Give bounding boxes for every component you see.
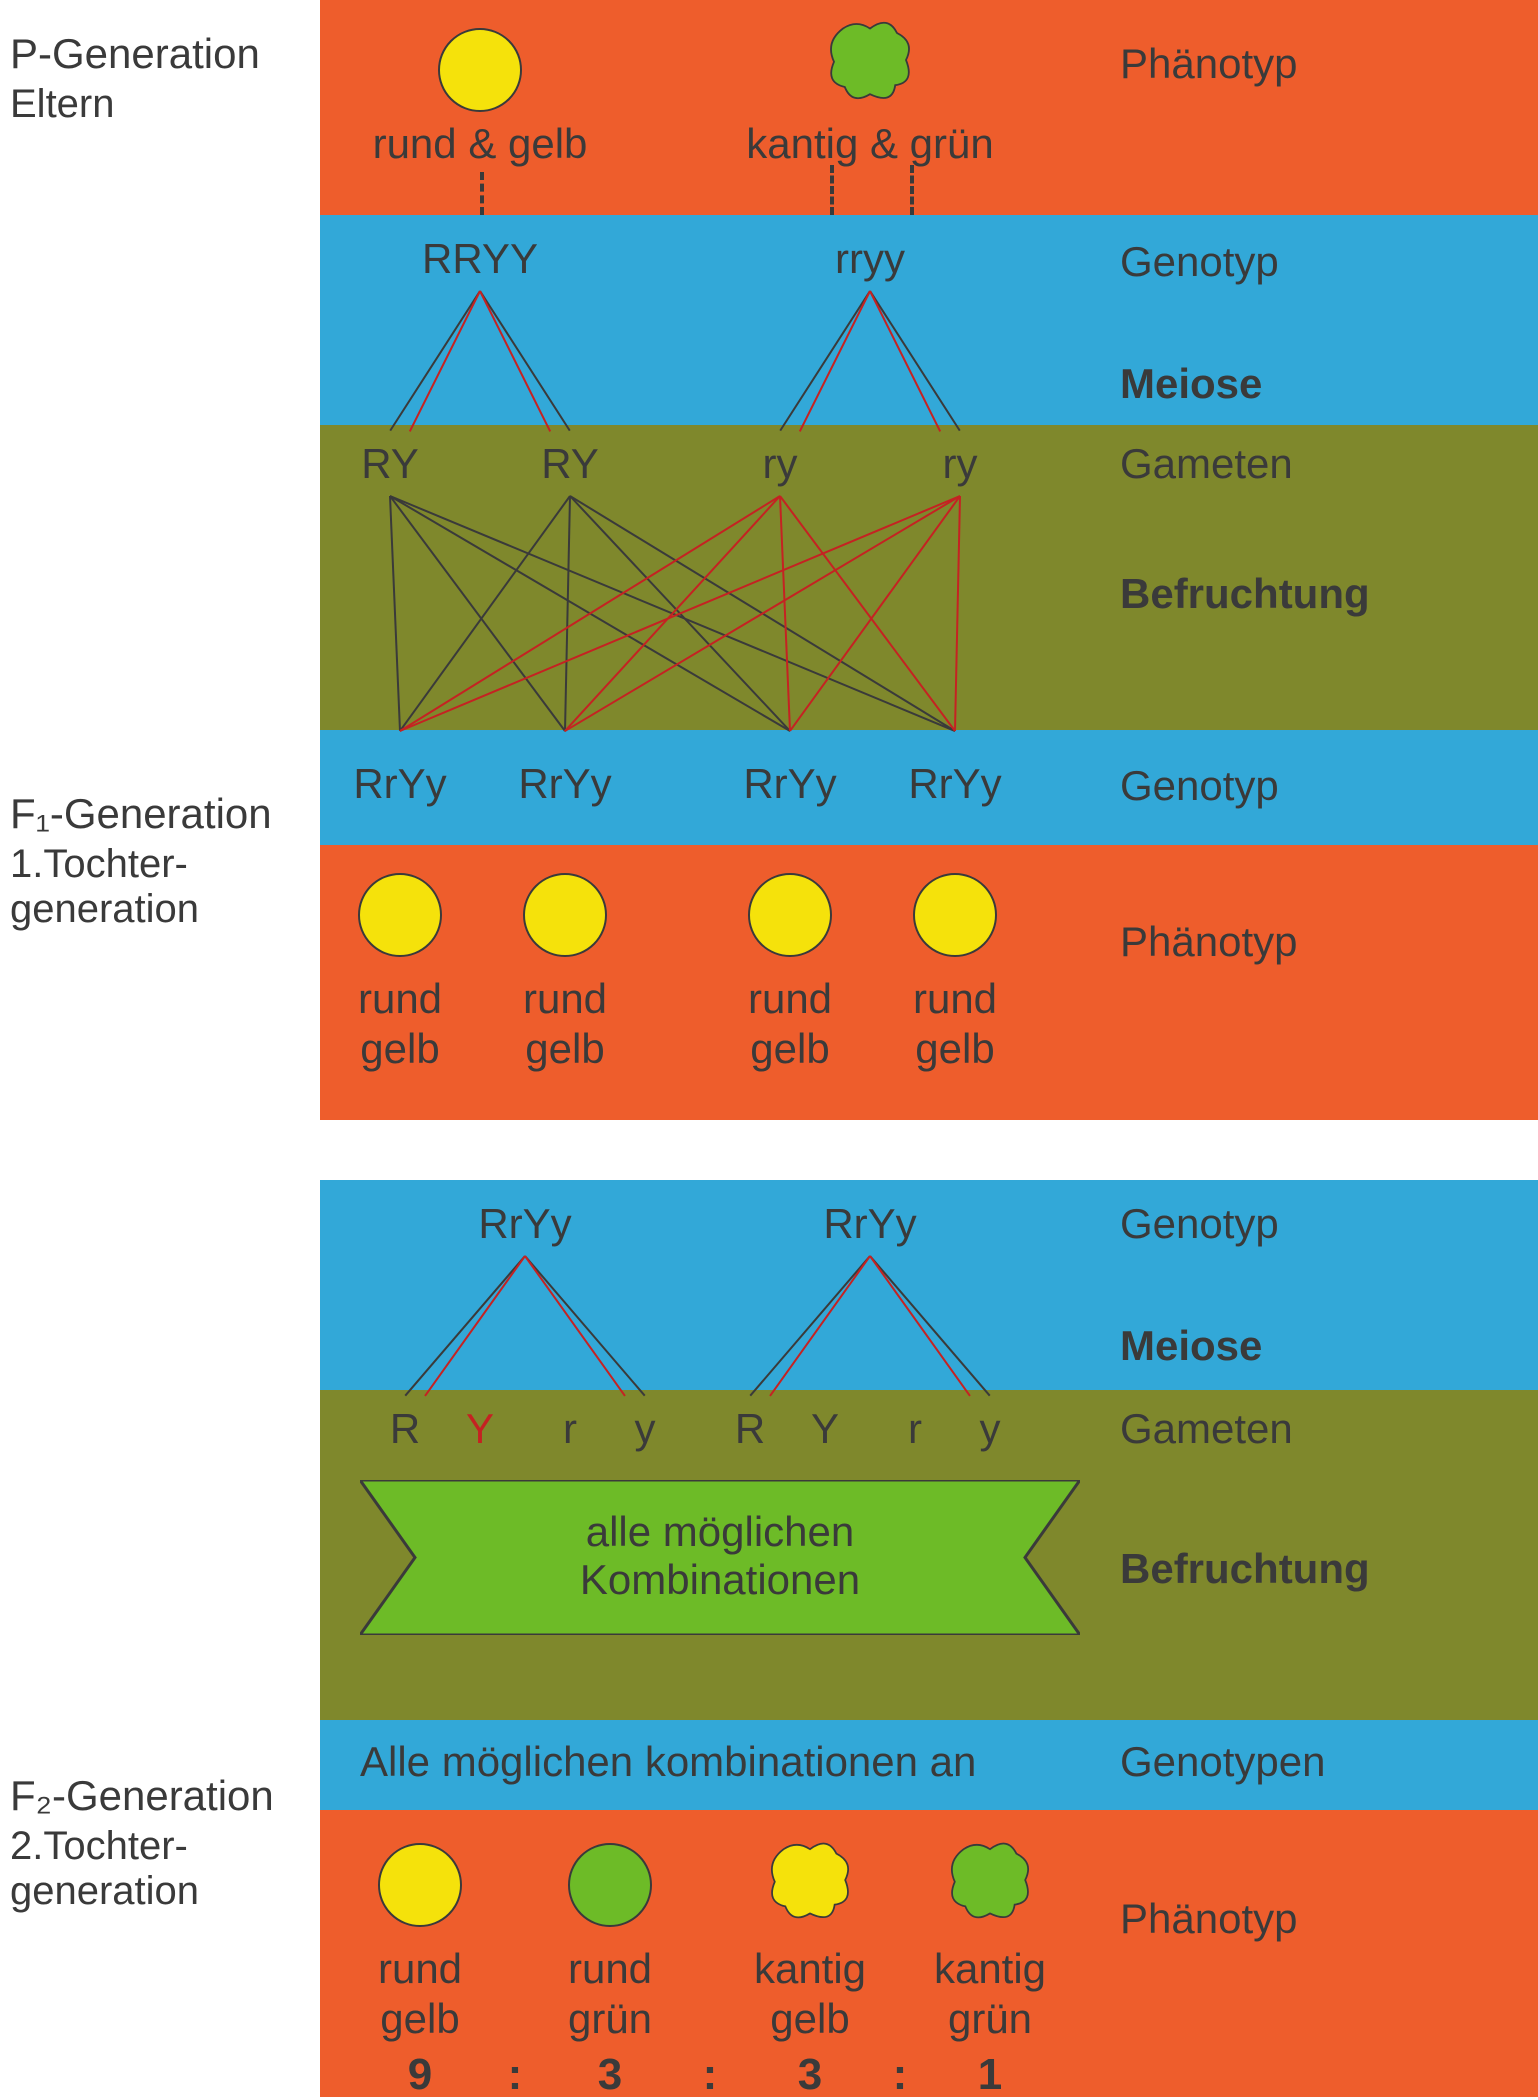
label: R <box>735 1405 765 1453</box>
f1-geno: RrYy <box>908 760 1001 808</box>
r-geno3: Genotyp <box>1120 1200 1279 1248</box>
gen-f1-sub: 1.Tochter- generation <box>10 842 199 932</box>
band-orange <box>320 1810 1538 2097</box>
gen-f2-title: F₂-Generation <box>10 1772 274 1820</box>
label: grün <box>948 1995 1032 2043</box>
label: RY <box>361 440 419 488</box>
label: kantig <box>934 1945 1046 1993</box>
label: y <box>980 1405 1001 1453</box>
ratio: 3 <box>798 2050 822 2100</box>
p-left-label: rund & gelb <box>373 120 588 168</box>
pea-round-icon <box>748 873 832 957</box>
band-white <box>320 1120 1538 1180</box>
ratio: : <box>508 2050 523 2100</box>
label: gelb <box>360 1025 439 1073</box>
gen-p-title: P-Generation <box>10 30 260 78</box>
gen-f2-sub: 2.Tochter- generation <box>10 1824 199 1914</box>
label: gelb <box>770 1995 849 2043</box>
label: gelb <box>380 1995 459 2043</box>
label: gelb <box>525 1025 604 1073</box>
label: grün <box>568 1995 652 2043</box>
label: rund <box>913 975 997 1023</box>
ratio: 9 <box>408 2050 432 2100</box>
ratio: 1 <box>978 2050 1002 2100</box>
label: rund <box>523 975 607 1023</box>
r-phaeno2: Phänotyp <box>1120 918 1297 966</box>
all-combo: Alle möglichen kombinationen an <box>360 1738 976 1786</box>
p-right-label: kantig & grün <box>746 120 994 168</box>
label: RrYy <box>823 1200 916 1248</box>
label: rund <box>748 975 832 1023</box>
label: ry <box>943 440 978 488</box>
label: r <box>563 1405 577 1453</box>
pea-kantig-icon <box>825 15 915 105</box>
label: RY <box>541 440 599 488</box>
pea-round-icon <box>913 873 997 957</box>
band-orange <box>320 0 1538 215</box>
pea-round-icon <box>358 873 442 957</box>
pea-kantig-icon <box>946 1836 1034 1924</box>
r-genotypen: Genotypen <box>1120 1738 1326 1786</box>
p-right-geno: rryy <box>835 235 905 283</box>
dash <box>910 165 914 215</box>
pea-kantig-icon <box>766 1836 854 1924</box>
r-befr: Befruchtung <box>1120 570 1370 618</box>
r-phaeno: Phänotyp <box>1120 40 1297 88</box>
f1-geno: RrYy <box>518 760 611 808</box>
ratio: 3 <box>598 2050 622 2100</box>
r-gameten: Gameten <box>1120 440 1293 488</box>
pea-round-icon <box>438 28 522 112</box>
pea-round-icon <box>523 873 607 957</box>
label: ry <box>763 440 798 488</box>
label: RrYy <box>478 1200 571 1248</box>
p-left-geno: RRYY <box>422 235 538 283</box>
label: kantig <box>754 1945 866 1993</box>
label: rund <box>568 1945 652 1993</box>
r-phaeno3: Phänotyp <box>1120 1895 1297 1943</box>
label: Y <box>466 1405 494 1453</box>
dash <box>830 165 834 215</box>
label: Y <box>811 1405 839 1453</box>
pea-round-icon <box>568 1843 652 1927</box>
ratio: : <box>893 2050 908 2100</box>
r-geno: Genotyp <box>1120 238 1279 286</box>
r-gameten2: Gameten <box>1120 1405 1293 1453</box>
label: rund <box>378 1945 462 1993</box>
r-geno2: Genotyp <box>1120 762 1279 810</box>
label: gelb <box>750 1025 829 1073</box>
combo-label: alle möglichen Kombinationen <box>580 1508 860 1604</box>
dash <box>480 172 484 215</box>
gen-p-sub: Eltern <box>10 82 115 127</box>
pea-round-icon <box>378 1843 462 1927</box>
label: rund <box>358 975 442 1023</box>
label: gelb <box>915 1025 994 1073</box>
ratio: : <box>703 2050 718 2100</box>
f1-geno: RrYy <box>743 760 836 808</box>
label: r <box>908 1405 922 1453</box>
r-meiose: Meiose <box>1120 360 1262 408</box>
r-befr2: Befruchtung <box>1120 1545 1370 1593</box>
f1-geno: RrYy <box>353 760 446 808</box>
gen-f1-title: F₁-Generation <box>10 790 272 838</box>
label: R <box>390 1405 420 1453</box>
r-meiose2: Meiose <box>1120 1322 1262 1370</box>
label: y <box>635 1405 656 1453</box>
